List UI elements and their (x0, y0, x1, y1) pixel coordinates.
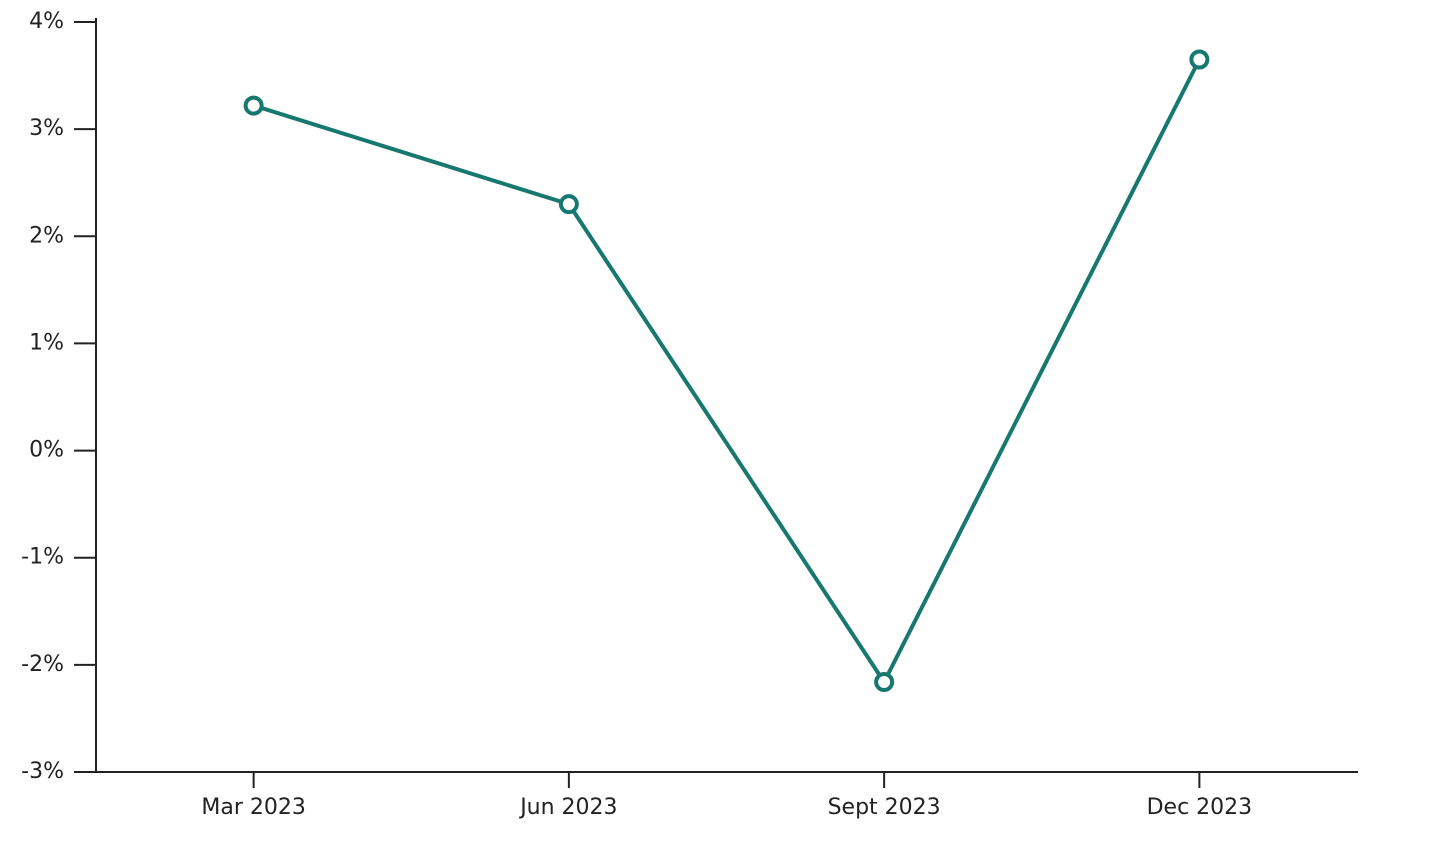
point (243, 95, 264, 116)
y-tick-label: 0% (29, 438, 64, 463)
y-tick-label: 3% (29, 116, 64, 141)
point (874, 672, 895, 692)
point (1189, 49, 1210, 70)
y-tick-label: -1% (21, 545, 64, 570)
x-tick-label: Jun 2023 (518, 795, 617, 820)
line (253, 58, 1202, 684)
y-tick-label: -2% (21, 652, 64, 677)
x-tick-label: Mar 2023 (201, 795, 306, 820)
y-tick-label: 1% (29, 330, 64, 355)
x-tick-label: Dec 2023 (1147, 795, 1253, 820)
y-tick-label: 2% (29, 223, 64, 248)
x-tick-label: Sept 2023 (828, 795, 941, 820)
y-tick-label: 4% (29, 9, 64, 34)
point (558, 194, 579, 215)
y-tick-label: -3% (21, 759, 64, 784)
